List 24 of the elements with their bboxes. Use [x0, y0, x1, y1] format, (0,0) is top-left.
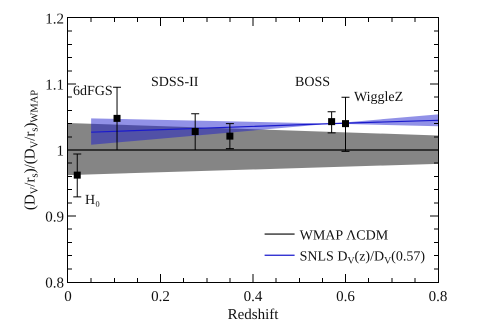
y-tick-label: 0.8 — [45, 275, 64, 292]
y-tick-label: 1 — [56, 143, 64, 160]
x-tick-label: 0.6 — [336, 289, 356, 305]
y-tick-label: 1.2 — [45, 11, 64, 28]
x-tick-label: 0 — [64, 289, 72, 305]
x-tick-label: 0.4 — [244, 289, 263, 305]
legend-label: WMAP ΛCDM — [300, 228, 389, 244]
point — [226, 132, 234, 140]
annotation: 6dFGS — [73, 84, 113, 99]
y-tick-label: 0.9 — [45, 209, 64, 226]
x-tick-label: 0.8 — [428, 289, 448, 305]
point — [192, 128, 199, 136]
point — [74, 172, 81, 179]
annotation: WiggleZ — [354, 90, 404, 105]
annotation: BOSS — [295, 75, 330, 90]
annotation: H₀ — [85, 193, 100, 208]
y-tick-label: 1.1 — [45, 77, 64, 94]
point — [114, 114, 121, 122]
annotation: SDSS-II — [151, 75, 199, 90]
legend-label: SNLS D$_{V}$(z)/D$_{V}$(0.57) — [300, 250, 426, 267]
x-tick-label: 0.2 — [151, 289, 170, 305]
x-axis-title: Redshift — [228, 307, 280, 323]
point — [328, 118, 336, 126]
point — [342, 120, 349, 128]
